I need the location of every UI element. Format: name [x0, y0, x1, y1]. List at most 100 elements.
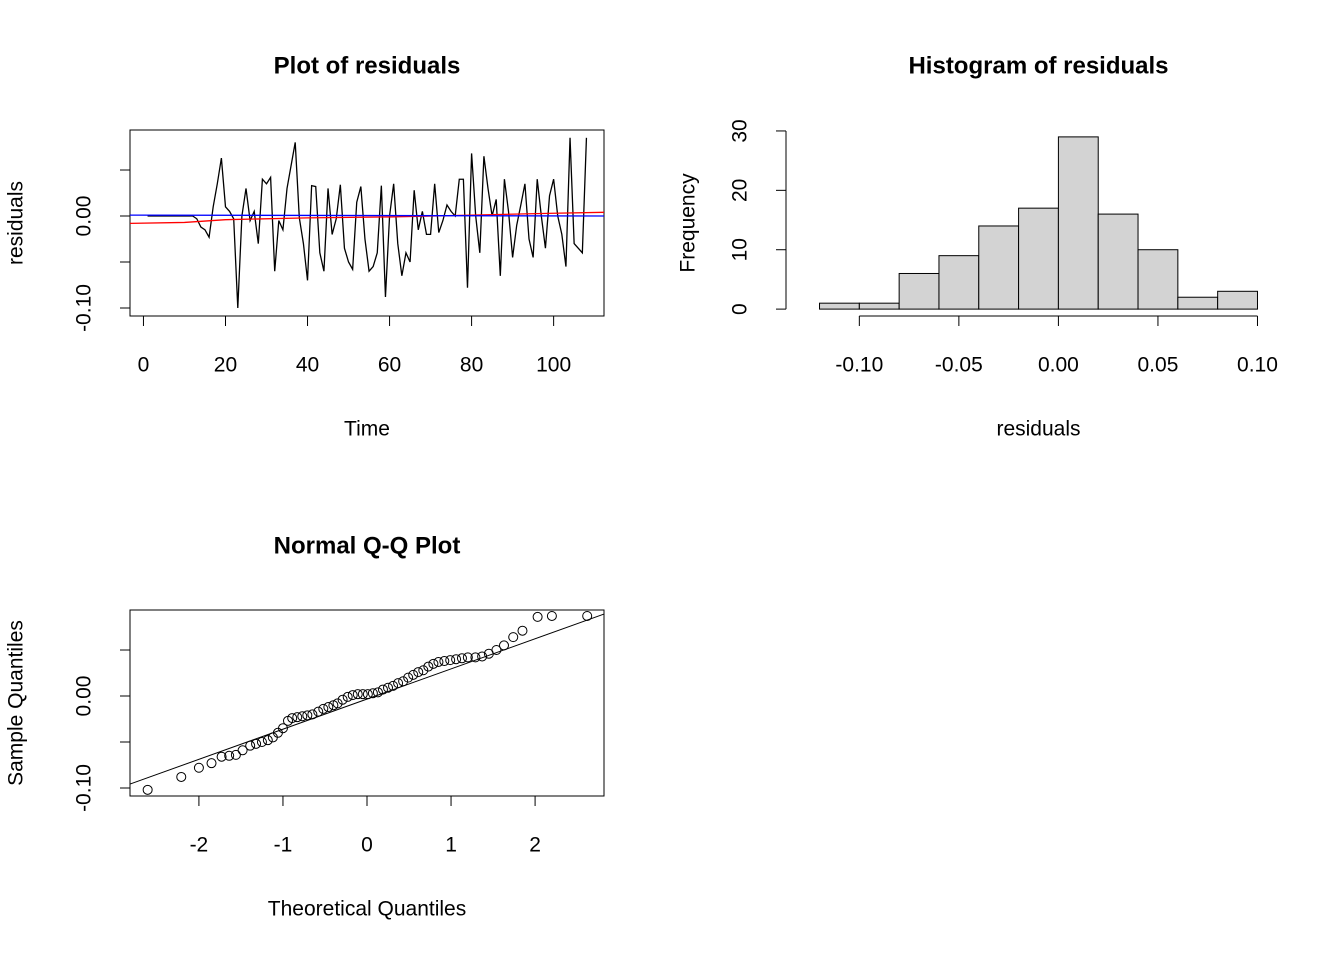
qq-point: [582, 610, 593, 621]
series-line: [129, 214, 605, 217]
y-tick-label: 0: [729, 303, 752, 315]
x-tick-label: 40: [296, 354, 319, 377]
qq-point: [393, 678, 404, 689]
qq-point: [206, 758, 217, 769]
qq-point: [362, 689, 373, 700]
qq-point: [193, 762, 204, 773]
qq-point: [423, 661, 434, 672]
series-line: [129, 211, 605, 225]
qq-point: [456, 653, 467, 664]
qq-point: [342, 691, 353, 702]
histogram-bar: [1057, 136, 1099, 310]
histogram-bar: [1217, 290, 1258, 310]
series-line: [147, 137, 588, 309]
y-tick-label: -0.10: [73, 284, 96, 332]
qq-point: [237, 745, 248, 756]
qq-point: [383, 682, 394, 693]
qq-point: [398, 676, 409, 687]
qq-point: [318, 703, 329, 714]
qq-point: [216, 751, 227, 762]
plot-box: [129, 129, 605, 317]
qq-point: [439, 656, 450, 667]
plot-box: [129, 609, 605, 797]
qq-point: [245, 740, 256, 751]
y-axis-label: Frequency: [677, 173, 700, 273]
x-tick-label: -0.10: [835, 354, 883, 377]
y-tick-label: 0.00: [73, 676, 96, 717]
qq-point: [262, 735, 273, 746]
qq-point: [256, 737, 267, 748]
y-axis-label: residuals: [5, 181, 28, 265]
histogram-bar: [978, 225, 1020, 310]
qq-point: [418, 665, 429, 676]
chart-title: Plot of residuals: [274, 52, 461, 79]
qq-point: [176, 771, 187, 782]
qq-point: [287, 713, 298, 724]
x-axis-label: residuals: [996, 418, 1080, 441]
qq-point: [142, 784, 153, 795]
x-tick-label: 80: [460, 354, 483, 377]
qq-point: [413, 667, 424, 678]
qq-point: [546, 610, 557, 621]
x-tick-label: 0.10: [1237, 354, 1278, 377]
qq-point: [433, 656, 444, 667]
y-tick-label: 0.00: [73, 196, 96, 237]
qq-point: [491, 645, 502, 656]
y-axis-label: Sample Quantiles: [5, 620, 28, 786]
qq-point: [498, 640, 509, 651]
qq-point: [292, 712, 303, 723]
qq-point: [367, 688, 378, 699]
qq-point: [224, 750, 235, 761]
chart-title: Normal Q-Q Plot: [274, 532, 461, 559]
qq-point: [408, 669, 419, 680]
qq-point: [462, 652, 473, 663]
qq-point: [302, 710, 313, 721]
histogram-bar: [938, 255, 980, 310]
qq-point: [428, 658, 439, 669]
qq-point: [352, 689, 363, 700]
y-tick-label: -0.10: [73, 764, 96, 812]
y-tick-label: 10: [729, 238, 752, 261]
qq-point: [388, 680, 399, 691]
qq-point: [372, 687, 383, 698]
x-tick-label: 0: [361, 834, 373, 857]
qq-point: [337, 694, 348, 705]
qq-point: [347, 690, 358, 701]
x-tick-label: 2: [529, 834, 541, 857]
x-tick-label: -1: [274, 834, 293, 857]
qq-point: [251, 738, 262, 749]
qq-point: [445, 655, 456, 666]
qq-point: [332, 698, 343, 709]
histogram-bar: [1097, 213, 1139, 310]
y-tick-label: 30: [729, 119, 752, 142]
qq-point: [477, 651, 488, 662]
x-axis-label: Theoretical Quantiles: [268, 898, 466, 921]
x-tick-label: 0.00: [1038, 354, 1079, 377]
x-tick-label: -0.05: [935, 354, 983, 377]
qq-point: [313, 706, 324, 717]
histogram-bar: [1177, 296, 1219, 310]
histogram-bar: [1018, 207, 1059, 310]
qq-point: [377, 684, 388, 695]
x-tick-label: 60: [378, 354, 401, 377]
qq-point: [277, 723, 288, 734]
qq-point: [307, 709, 318, 720]
qq-point: [451, 654, 462, 665]
qq-point: [323, 702, 334, 713]
qq-point: [230, 749, 241, 760]
histogram-bar: [1137, 249, 1179, 310]
histogram-bar: [858, 302, 900, 310]
chart-title: Histogram of residuals: [908, 52, 1168, 79]
qq-point: [508, 632, 519, 643]
qq-point: [297, 711, 308, 722]
qq-point: [470, 652, 481, 663]
x-tick-label: 1: [445, 834, 457, 857]
x-tick-label: 0: [138, 354, 150, 377]
qq-point: [403, 672, 414, 683]
histogram-bar: [898, 272, 940, 310]
qq-point: [517, 625, 528, 636]
y-tick-label: 20: [729, 179, 752, 202]
x-tick-label: 100: [536, 354, 571, 377]
x-tick-label: 0.05: [1138, 354, 1179, 377]
